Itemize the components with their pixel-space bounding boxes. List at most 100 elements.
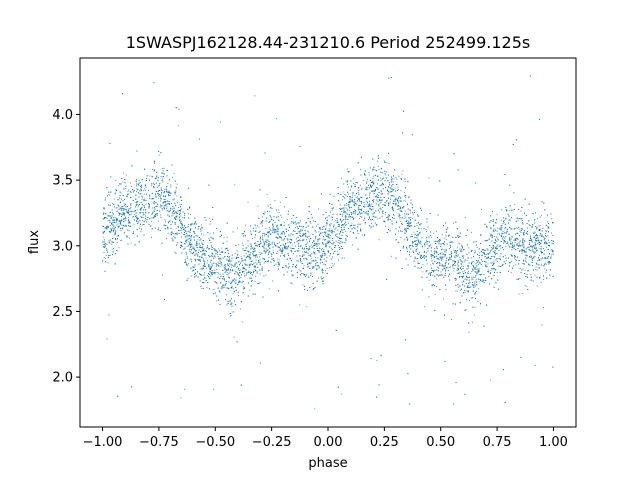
data-point bbox=[345, 224, 347, 226]
data-point bbox=[121, 214, 123, 216]
data-point bbox=[167, 232, 169, 234]
data-point bbox=[347, 180, 349, 182]
data-point bbox=[172, 211, 174, 213]
data-point bbox=[149, 194, 151, 196]
data-point bbox=[160, 204, 162, 206]
data-point bbox=[399, 209, 401, 211]
data-point bbox=[381, 190, 383, 192]
data-point bbox=[161, 205, 163, 207]
data-point bbox=[541, 240, 542, 242]
data-point bbox=[516, 242, 518, 244]
data-point bbox=[535, 266, 537, 268]
data-point bbox=[331, 209, 333, 211]
data-point bbox=[225, 283, 227, 284]
data-point bbox=[541, 257, 543, 259]
data-point bbox=[527, 247, 529, 249]
data-point bbox=[310, 255, 312, 257]
data-point bbox=[112, 212, 113, 214]
data-point bbox=[531, 256, 533, 258]
data-point bbox=[264, 244, 266, 246]
data-point bbox=[156, 175, 158, 177]
data-point bbox=[359, 201, 361, 202]
data-point bbox=[492, 261, 494, 263]
data-point bbox=[478, 273, 480, 275]
data-point bbox=[166, 206, 168, 208]
data-point bbox=[277, 250, 279, 252]
data-point bbox=[539, 244, 541, 245]
data-point bbox=[113, 206, 115, 208]
data-point bbox=[359, 217, 360, 219]
data-point bbox=[547, 249, 549, 250]
data-point bbox=[352, 178, 354, 180]
data-point bbox=[455, 278, 457, 280]
data-point bbox=[177, 210, 179, 212]
data-point bbox=[336, 220, 338, 221]
data-point bbox=[375, 224, 377, 226]
data-point bbox=[445, 289, 447, 291]
data-point bbox=[536, 217, 538, 219]
data-point bbox=[354, 224, 356, 226]
data-point bbox=[231, 286, 233, 287]
data-point bbox=[206, 259, 208, 261]
data-point bbox=[125, 206, 127, 208]
data-point bbox=[284, 247, 285, 249]
data-point bbox=[382, 213, 384, 214]
data-point bbox=[104, 258, 106, 259]
data-point bbox=[445, 238, 447, 240]
data-point bbox=[194, 231, 195, 233]
data-point bbox=[186, 257, 188, 259]
data-point bbox=[240, 269, 242, 271]
data-point bbox=[532, 212, 533, 214]
data-point bbox=[102, 214, 104, 215]
data-point bbox=[149, 175, 151, 177]
data-point bbox=[141, 207, 143, 208]
data-point bbox=[322, 243, 324, 245]
data-point bbox=[329, 228, 331, 230]
data-point bbox=[237, 261, 239, 263]
data-point bbox=[521, 252, 523, 254]
data-point bbox=[322, 278, 324, 280]
data-point bbox=[359, 205, 361, 207]
data-point bbox=[405, 237, 407, 239]
data-point bbox=[440, 258, 442, 260]
data-point bbox=[302, 227, 304, 229]
data-point bbox=[302, 251, 304, 253]
data-point bbox=[277, 216, 279, 218]
data-point bbox=[286, 238, 288, 239]
data-point bbox=[147, 189, 149, 191]
data-point bbox=[295, 223, 297, 225]
data-point bbox=[263, 235, 265, 237]
data-point bbox=[350, 199, 352, 201]
data-point bbox=[353, 182, 355, 184]
data-point bbox=[416, 225, 418, 226]
data-point bbox=[454, 262, 456, 264]
data-point bbox=[507, 228, 509, 230]
data-point bbox=[235, 281, 237, 283]
data-point bbox=[415, 258, 417, 260]
data-point bbox=[546, 236, 547, 238]
data-point bbox=[223, 237, 225, 239]
data-point bbox=[538, 243, 540, 245]
data-point bbox=[250, 248, 252, 250]
data-point bbox=[295, 233, 297, 235]
data-point bbox=[370, 219, 371, 221]
data-point bbox=[462, 246, 463, 248]
data-point bbox=[327, 230, 329, 232]
data-point bbox=[455, 279, 457, 281]
data-point bbox=[212, 256, 214, 257]
data-point bbox=[229, 263, 230, 265]
data-point bbox=[428, 177, 430, 179]
data-point bbox=[497, 227, 499, 229]
data-point bbox=[464, 261, 466, 263]
data-point bbox=[226, 259, 228, 261]
data-point bbox=[540, 259, 542, 261]
data-point bbox=[170, 186, 172, 188]
data-point bbox=[112, 221, 114, 223]
data-point bbox=[234, 281, 236, 283]
data-point bbox=[355, 197, 357, 199]
data-point bbox=[206, 262, 208, 264]
data-point bbox=[119, 213, 120, 215]
data-point bbox=[420, 243, 422, 245]
data-point bbox=[300, 228, 302, 230]
data-point bbox=[176, 195, 178, 197]
